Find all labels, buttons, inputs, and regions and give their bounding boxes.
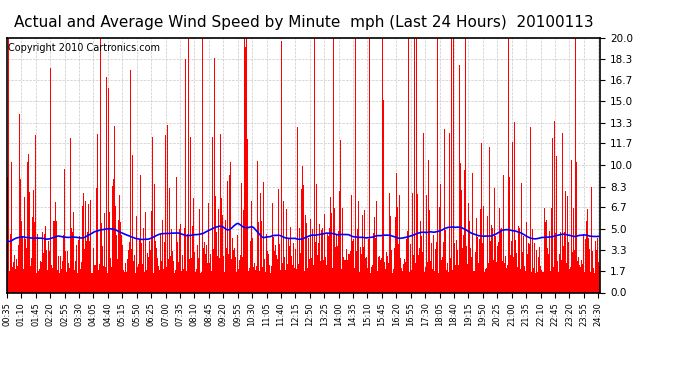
Text: Actual and Average Wind Speed by Minute  mph (Last 24 Hours)  20100113: Actual and Average Wind Speed by Minute … — [14, 15, 593, 30]
Text: Copyright 2010 Cartronics.com: Copyright 2010 Cartronics.com — [8, 43, 160, 52]
